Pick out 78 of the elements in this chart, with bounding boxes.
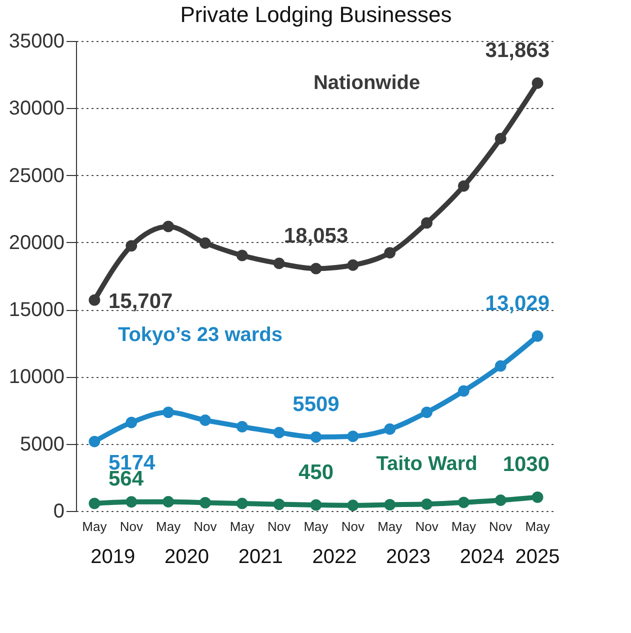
x-tick-label: May [82, 519, 108, 534]
point [200, 237, 211, 249]
data-label: 13,029 [485, 292, 550, 316]
chart-title: Private Lodging Businesses [180, 2, 452, 27]
point [162, 220, 174, 232]
point [532, 77, 544, 89]
point [236, 250, 248, 262]
point [126, 416, 138, 428]
point [494, 132, 506, 144]
point [494, 360, 506, 372]
text: Tokyo’s 23 wards [118, 324, 282, 346]
point [532, 330, 544, 342]
point [347, 500, 359, 512]
point [88, 436, 100, 448]
x-tick-label: May [451, 519, 476, 534]
point [458, 180, 470, 192]
point [126, 496, 138, 508]
point [162, 406, 174, 418]
point [88, 294, 100, 306]
x-tick-label: Nov [341, 519, 365, 534]
text: 2025 [515, 546, 560, 568]
data-label: 450 [298, 460, 334, 484]
point [273, 258, 285, 270]
point [200, 496, 211, 508]
point [532, 491, 544, 503]
y-tick-label: 35000 [8, 30, 64, 52]
point [126, 240, 138, 252]
data-label: 1030 [502, 453, 550, 476]
text: Nationwide [313, 72, 420, 94]
point [421, 498, 432, 510]
x-tick-label: May [525, 519, 550, 534]
point [310, 499, 322, 511]
text: 2020 [164, 546, 210, 568]
point [273, 498, 285, 510]
x-tick-label: May [230, 519, 255, 534]
x-tick-label: May [378, 519, 403, 534]
point [347, 430, 359, 442]
data-label: 5509 [292, 393, 340, 416]
point [384, 499, 396, 510]
point [384, 247, 396, 258]
text: 2023 [386, 546, 431, 568]
y-tick-label: 15000 [8, 299, 64, 322]
point [458, 496, 470, 508]
text: 2019 [90, 546, 136, 568]
point [421, 217, 432, 229]
data-label: 15,707 [108, 290, 173, 314]
y-tick-label: 20000 [8, 232, 64, 254]
point [200, 414, 211, 426]
y-tick-label: 5000 [20, 433, 64, 456]
x-tick-label: May [304, 519, 329, 534]
y-tick-label: 30000 [8, 98, 64, 120]
x-tick-label: Nov [489, 519, 513, 534]
text: 2022 [312, 546, 357, 568]
y-tick-label: 25000 [8, 164, 64, 187]
point [458, 385, 470, 397]
x-tick-label: Nov [415, 519, 439, 534]
point [162, 496, 174, 508]
y-tick-label: 10000 [8, 366, 64, 388]
point [421, 406, 432, 418]
point [494, 494, 506, 506]
data-label: 18,053 [284, 224, 348, 248]
y-tick-label: 0 [53, 500, 64, 522]
point [273, 426, 285, 438]
x-tick-label: May [156, 519, 182, 534]
point [236, 420, 248, 432]
x-tick-label: Nov [120, 519, 144, 534]
x-tick-label: Nov [268, 519, 292, 534]
data-label: 31,863 [485, 39, 550, 62]
point [88, 498, 100, 510]
x-tick-label: Nov [194, 519, 218, 534]
text: 2024 [460, 546, 504, 568]
point [384, 423, 396, 435]
series-label: Taito Ward [376, 453, 478, 476]
point [236, 498, 248, 510]
point [310, 431, 322, 443]
text: 2021 [238, 546, 283, 568]
point [347, 259, 359, 271]
point [310, 262, 322, 274]
